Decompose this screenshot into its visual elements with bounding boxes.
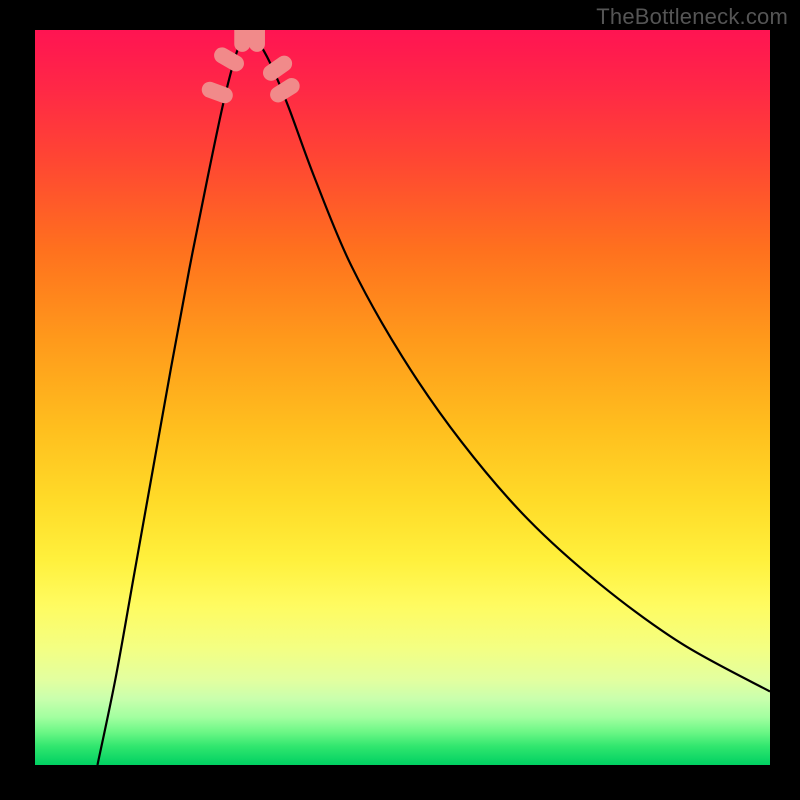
curve-marker bbox=[249, 30, 265, 52]
gradient-background bbox=[35, 30, 770, 765]
curve-marker bbox=[234, 30, 250, 52]
watermark-text: TheBottleneck.com bbox=[596, 4, 788, 30]
chart-container: TheBottleneck.com bbox=[0, 0, 800, 800]
plot-area bbox=[35, 30, 770, 765]
chart-svg bbox=[35, 30, 770, 765]
